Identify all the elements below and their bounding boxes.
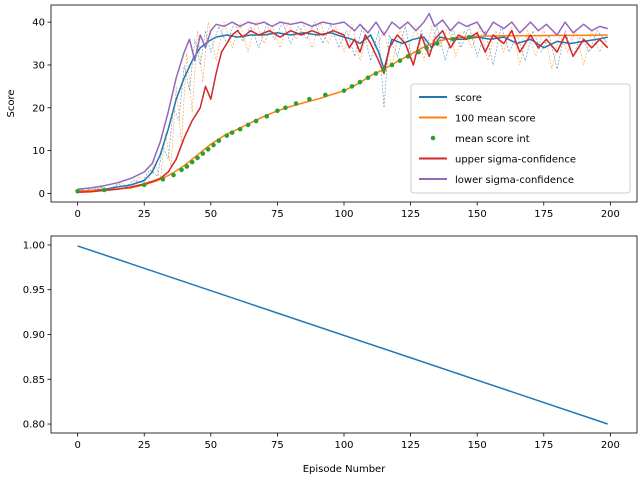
y-tick-label: 40 [32, 18, 45, 29]
y-tick-label: 1.00 [23, 240, 45, 251]
mean-score-int-points [75, 34, 472, 194]
mean-score-int-point [184, 164, 190, 169]
y-tick-label: 0.80 [23, 420, 45, 431]
mean-score-int-point [381, 66, 387, 72]
mean-score-int-point [389, 62, 395, 68]
y-tick-label: 0.90 [23, 330, 45, 341]
mean-score-int-point [283, 105, 288, 111]
mean-score-int-point [141, 182, 147, 188]
mean-score-int-point [373, 71, 379, 76]
y-tick-label: 0.95 [23, 285, 45, 296]
x-tick-label: 75 [271, 209, 284, 220]
lower-sigma-confidence-line [77, 12, 608, 190]
x-tick-label: 50 [204, 440, 217, 451]
legend-label: upper sigma-confidence [455, 155, 576, 166]
mean-score-int-point [275, 108, 280, 114]
x-tick-label: 150 [468, 209, 487, 220]
mean-score-int-point [229, 130, 235, 135]
mean-score-int-point [307, 96, 312, 102]
score-legend: score 100 mean score mean score int upper s… [410, 83, 631, 194]
mean-score-int-point [397, 58, 403, 63]
x-tick-label: 175 [534, 209, 553, 220]
y-tick-label: 30 [32, 60, 45, 71]
mean-score-int-point [160, 177, 166, 182]
epsilon-plot-ticks: 0 25 50 75 100 125 150 175 200 0.80 0.85 0.90 0.95 1.… [23, 240, 620, 451]
raw-score-trace [77, 21, 608, 192]
x-tick-label: 150 [468, 440, 487, 451]
mean-score-int-point [365, 75, 371, 81]
mean-score-int-point [341, 88, 347, 93]
episode-number-x-axis-label: Episode Number [303, 464, 387, 475]
x-tick-label: 125 [401, 440, 420, 451]
upper-sigma-confidence-line [77, 29, 609, 193]
legend-box [410, 83, 631, 194]
mean-score-int-point [264, 114, 270, 119]
legend-label: mean score int [455, 134, 530, 145]
x-tick-label: 75 [271, 440, 284, 451]
score-plot-ticks: 0 25 50 75 100 125 150 175 200 0 10 20 30 40 [32, 18, 620, 220]
mean-score-int-point [416, 49, 421, 55]
score-plot-area [75, 12, 609, 194]
mean-score-int-point [434, 41, 440, 46]
x-tick-label: 50 [204, 209, 217, 220]
x-tick-label: 25 [138, 209, 151, 220]
mean-score-int-point [75, 188, 80, 194]
mean-score-int-point [466, 34, 472, 40]
score-plot: 0 25 50 75 100 125 150 175 200 0 10 20 30 40 Score sc… [6, 4, 638, 220]
x-tick-label: 0 [74, 209, 80, 220]
y-tick-label: 0.85 [23, 375, 45, 386]
mean-score-int-point [179, 167, 184, 173]
epsilon-series-lines [77, 245, 608, 425]
mean-score-int-point [450, 36, 456, 42]
mean-score-int-point [293, 101, 299, 106]
mean-score-int-point [349, 84, 355, 89]
score-raw-traces [77, 20, 608, 193]
mean-score-int-point [189, 159, 195, 165]
y-tick-label: 0 [39, 189, 45, 200]
mean-score-int-point [171, 172, 176, 178]
mean-score-int-point [200, 151, 206, 156]
mean-score-int-point [101, 187, 107, 193]
x-tick-label: 200 [601, 209, 620, 220]
epsilon-plot-frame [50, 235, 638, 434]
mean-score-int-point [253, 118, 259, 124]
y-tick-label: 10 [32, 146, 45, 157]
mean-score-int-point [323, 92, 328, 98]
x-tick-label: 25 [138, 440, 151, 451]
legend-label: score [455, 93, 482, 104]
score-plot-frame [50, 4, 638, 203]
mean-score-int-point [205, 147, 211, 152]
mean-score-int-point [245, 122, 251, 128]
raw-score-trace [77, 20, 608, 193]
epsilon-line [77, 245, 608, 425]
legend-marker [430, 135, 436, 141]
epsilon-plot-area [77, 245, 608, 425]
x-tick-label: 200 [601, 440, 620, 451]
x-tick-label: 100 [334, 440, 353, 451]
mean-score-int-point [357, 79, 363, 85]
mean-score-int-point [216, 138, 222, 144]
score-line [77, 32, 608, 193]
mean-score-int-point [405, 54, 411, 59]
mean-score-int-point [211, 142, 216, 148]
y-tick-label: 20 [32, 103, 45, 114]
x-tick-label: 0 [74, 440, 80, 451]
x-tick-label: 175 [534, 440, 553, 451]
score-y-axis-label: Score [6, 89, 17, 117]
mean-score-int-point [237, 126, 243, 132]
legend-label: lower sigma-confidence [455, 175, 574, 186]
mean-score-int-point [224, 133, 230, 138]
x-tick-label: 100 [334, 209, 353, 220]
mean-score-int-point [195, 155, 200, 161]
mean-score-int-point [424, 45, 429, 51]
legend-label: 100 mean score [455, 114, 536, 125]
x-tick-label: 125 [401, 209, 420, 220]
epsilon-plot: 0 25 50 75 100 125 150 175 200 0.80 0.85 0.90 0.95 1.… [23, 235, 638, 475]
